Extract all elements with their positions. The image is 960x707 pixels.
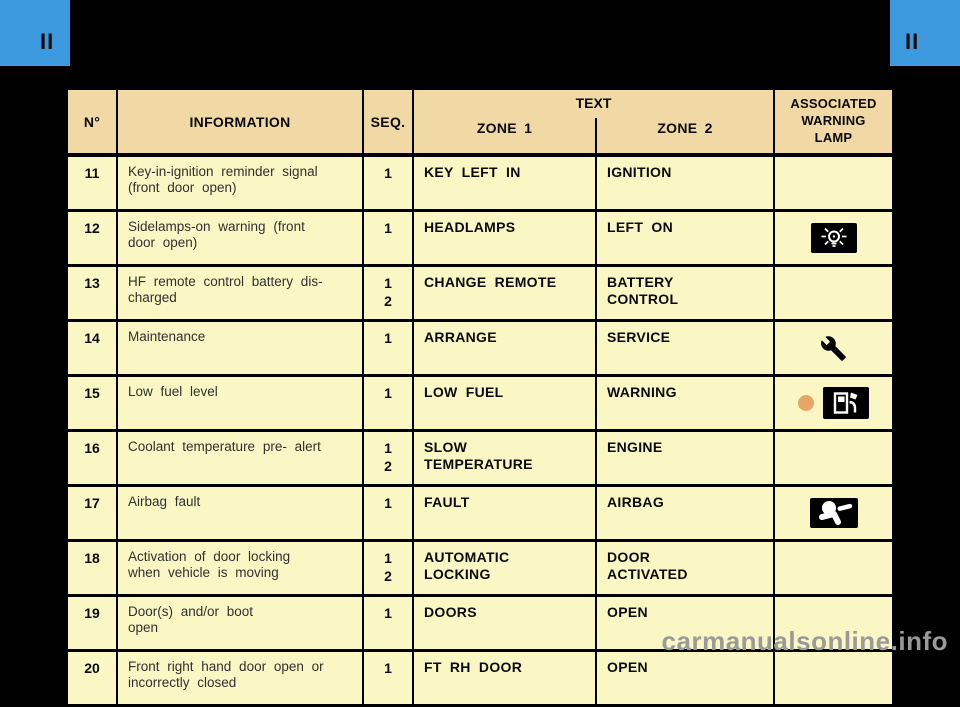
warning-lamp-cell [773,153,894,212]
wrench-icon [820,335,847,362]
information-cell: Sidelamps-on warning (front door open) [116,209,364,267]
row-number-cell: 12 [66,209,118,267]
information-cell: Low fuel level [116,374,364,432]
column-header-zone2: ZONE 2 [595,118,775,157]
row-number-cell: 16 [66,429,118,487]
zone1-text-cell: FAULT [412,484,597,542]
warning-lamp-cell [773,319,894,377]
column-header-information: INFORMATION [116,88,364,157]
row-number-cell: 17 [66,484,118,542]
section-tab-right: II [890,0,960,66]
warning-lamp-cell [773,209,894,267]
zone1-text-cell: SLOW TEMPERATURE [412,429,597,487]
table-row: 18 Activation of door locking when vehicl… [66,539,894,597]
zone2-text-cell: OPEN [595,594,775,652]
zone2-text-cell: WARNING [595,374,775,432]
row-number-cell: 20 [66,649,118,707]
row-number-cell: 15 [66,374,118,432]
table-row: 17 Airbag fault 1 FAULT AIRBAG [66,484,894,542]
sequence-cell: 1 [362,374,414,432]
zone1-text-cell: KEY LEFT IN [412,153,597,212]
information-cell: Airbag fault [116,484,364,542]
fuel-pump-icon [823,387,869,419]
warning-lamp-cell [773,539,894,597]
sequence-cell: 1 2 [362,539,414,597]
warning-lamp-cell [773,649,894,707]
sequence-cell: 1 [362,649,414,707]
sequence-cell: 1 [362,209,414,267]
row-number-cell: 11 [66,153,118,212]
information-cell: Coolant temperature pre- alert [116,429,364,487]
sidelamps-icon [810,223,857,253]
sequence-cell: 1 [362,594,414,652]
table-row: 11 Key-in-ignition reminder signal (front… [66,153,894,212]
zone1-text-cell: FT RH DOOR [412,649,597,707]
sequence-cell: 1 [362,153,414,212]
section-tab-left: II [0,0,70,66]
table-row: 19 Door(s) and/or boot open 1 DOORS OPEN [66,594,894,652]
zone2-text-cell: SERVICE [595,319,775,377]
row-number-cell: 19 [66,594,118,652]
warning-lamp-cell [773,594,894,652]
table-body: 11 Key-in-ignition reminder signal (front… [66,153,894,707]
table-row: 14 Maintenance 1 ARRANGE SERVICE [66,319,894,377]
column-header-sequence: SEQ. [362,88,414,157]
column-header-number: N° [66,88,118,157]
zone2-text-cell: IGNITION [595,153,775,212]
table-row: 15 Low fuel level 1 LOW FUEL WARNING [66,374,894,432]
zone1-text-cell: ARRANGE [412,319,597,377]
sequence-cell: 1 [362,484,414,542]
amber-indicator-dot [798,395,814,411]
zone1-text-cell: AUTOMATIC LOCKING [412,539,597,597]
sequence-cell: 1 2 [362,429,414,487]
zone1-text-cell: DOORS [412,594,597,652]
table-row: 20 Front right hand door open or incorrec… [66,649,894,707]
warning-lamp-cell [773,264,894,322]
table-row: 12 Sidelamps-on warning (front door open)… [66,209,894,267]
row-number-cell: 13 [66,264,118,322]
zone2-text-cell: ENGINE [595,429,775,487]
column-header-text: TEXT [412,88,775,118]
table-header-row: N° INFORMATION SEQ. TEXT ASSOCIATED WARN… [66,88,894,157]
zone1-text-cell: HEADLAMPS [412,209,597,267]
warning-lamp-cell [773,484,894,542]
column-header-warning-lamp: ASSOCIATED WARNING LAMP [773,88,894,157]
information-cell: Key-in-ignition reminder signal (front d… [116,153,364,212]
information-cell: Door(s) and/or boot open [116,594,364,652]
zone2-text-cell: AIRBAG [595,484,775,542]
section-marker-right: II [905,29,920,54]
zone1-text-cell: LOW FUEL [412,374,597,432]
warning-lamp-cell [773,374,894,432]
table-subheader-row: ZONE 1 ZONE 2 [67,118,893,157]
information-cell: Maintenance [116,319,364,377]
column-header-zone1: ZONE 1 [412,118,597,157]
zone2-text-cell: DOOR ACTIVATED [595,539,775,597]
information-cell: Activation of door locking when vehicle … [116,539,364,597]
watermark-link[interactable]: carmanualsonline.info [661,626,948,656]
airbag-icon [809,498,858,528]
zone2-text-cell: OPEN [595,649,775,707]
table-row: 13 HF remote control battery dis- charged… [66,264,894,322]
warning-lamp-cell [773,429,894,487]
sequence-cell: 1 [362,319,414,377]
zone2-text-cell: BATTERY CONTROL [595,264,775,322]
warning-messages-table: N° INFORMATION SEQ. TEXT ASSOCIATED WARN… [66,88,894,707]
table-row: 16 Coolant temperature pre- alert 1 2 SLOW … [66,429,894,487]
information-cell: Front right hand door open or incorrectl… [116,649,364,707]
zone2-text-cell: LEFT ON [595,209,775,267]
section-marker-left: II [40,29,55,54]
zone1-text-cell: CHANGE REMOTE [412,264,597,322]
row-number-cell: 18 [66,539,118,597]
information-cell: HF remote control battery dis- charged [116,264,364,322]
sequence-cell: 1 2 [362,264,414,322]
row-number-cell: 14 [66,319,118,377]
